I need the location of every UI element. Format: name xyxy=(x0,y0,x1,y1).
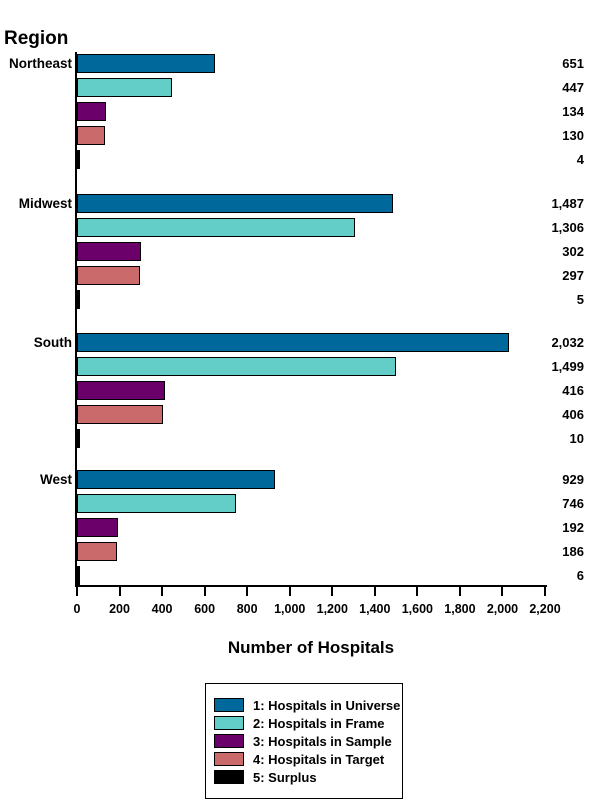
x-tick-mark xyxy=(118,587,121,596)
bar xyxy=(77,470,275,489)
bar-value-label: 297 xyxy=(562,268,584,283)
legend-swatch xyxy=(214,770,244,784)
x-tick-mark xyxy=(458,587,461,596)
bar xyxy=(77,405,163,424)
bar xyxy=(77,102,106,121)
legend-label: 3: Hospitals in Sample xyxy=(253,733,392,749)
x-tick-mark xyxy=(373,587,376,596)
bar-value-label: 186 xyxy=(562,544,584,559)
bar-value-label: 10 xyxy=(569,431,584,446)
bar xyxy=(77,266,140,285)
bar xyxy=(77,54,215,73)
bar xyxy=(77,333,509,352)
x-tick-label: 600 xyxy=(194,602,216,616)
x-axis-title: Number of Hospitals xyxy=(227,638,395,657)
x-tick-mark xyxy=(203,587,206,596)
x-tick-mark xyxy=(288,587,291,596)
bar-value-label: 746 xyxy=(562,496,584,511)
x-tick-label: 0 xyxy=(73,602,81,616)
legend-row: 2: Hospitals in Frame xyxy=(214,714,402,732)
x-tick-mark xyxy=(416,587,419,596)
bar xyxy=(77,78,172,97)
group-axis-title: Region xyxy=(4,28,69,49)
bar-value-label: 416 xyxy=(562,383,584,398)
y-axis-line xyxy=(75,52,77,587)
legend-swatch xyxy=(214,698,244,712)
x-tick-label: 200 xyxy=(109,602,130,616)
legend-label: 5: Surplus xyxy=(253,769,317,785)
bar-value-label: 134 xyxy=(562,104,584,119)
plot-area xyxy=(77,52,545,585)
bar-value-label: 6 xyxy=(576,568,584,583)
category-label: Midwest xyxy=(18,196,72,211)
legend-swatch xyxy=(214,716,244,730)
bar-value-label: 130 xyxy=(562,128,584,143)
legend-label: 2: Hospitals in Frame xyxy=(253,715,385,731)
bar-value-label: 651 xyxy=(562,56,584,71)
bar-value-label: 406 xyxy=(562,407,584,422)
legend-row: 1: Hospitals in Universe xyxy=(214,696,402,714)
category-label: Northeast xyxy=(8,56,72,71)
legend-row: 3: Hospitals in Sample xyxy=(214,732,402,750)
x-tick-label: 1,000 xyxy=(274,602,306,616)
x-tick-label: 2,000 xyxy=(486,602,519,616)
legend-swatch xyxy=(214,752,244,766)
x-tick-mark xyxy=(161,587,164,596)
x-tick-label: 1,200 xyxy=(316,602,348,616)
legend-label: 4: Hospitals in Target xyxy=(253,751,385,767)
bar-value-label: 929 xyxy=(562,472,584,487)
x-tick-label: 1,400 xyxy=(359,602,391,616)
bar xyxy=(77,542,117,561)
x-tick-label: 2,200 xyxy=(529,602,561,616)
x-tick-mark xyxy=(76,587,78,596)
x-tick-label: 400 xyxy=(151,602,173,616)
bar xyxy=(77,566,80,585)
bar xyxy=(77,429,80,448)
bar xyxy=(77,518,118,537)
legend-label: 1: Hospitals in Universe xyxy=(253,697,401,713)
bar-value-label: 4 xyxy=(576,152,584,167)
bar xyxy=(77,126,105,145)
bar xyxy=(77,218,355,237)
x-tick-mark xyxy=(331,587,334,596)
bar-value-label: 5 xyxy=(576,292,584,307)
legend-row: 5: Surplus xyxy=(214,768,402,786)
bar xyxy=(77,242,141,261)
x-axis-line xyxy=(75,585,547,587)
legend: 1: Hospitals in Universe 2: Hospitals in … xyxy=(205,683,403,799)
legend-swatch xyxy=(214,734,244,748)
legend-row: 4: Hospitals in Target xyxy=(214,750,402,768)
x-tick-label: 1,800 xyxy=(444,602,476,616)
x-tick-mark xyxy=(544,587,546,596)
bar-value-label: 1,487 xyxy=(551,196,584,211)
bar xyxy=(77,150,80,169)
bar-value-label: 302 xyxy=(562,244,584,259)
bar-value-label: 447 xyxy=(562,80,584,95)
x-tick-label: 1,600 xyxy=(401,602,433,616)
bar xyxy=(77,194,393,213)
bar-value-label: 1,499 xyxy=(551,359,584,374)
bar-value-label: 2,032 xyxy=(551,335,584,350)
bar-value-label: 192 xyxy=(562,520,584,535)
x-tick-label: 800 xyxy=(236,602,258,616)
bar xyxy=(77,357,396,376)
category-label: West xyxy=(39,472,72,487)
x-tick-mark xyxy=(246,587,249,596)
bar xyxy=(77,494,236,513)
x-tick-mark xyxy=(501,587,504,596)
bar xyxy=(77,290,80,309)
category-label: South xyxy=(33,335,72,350)
bar xyxy=(77,381,165,400)
bar-value-label: 1,306 xyxy=(551,220,584,235)
